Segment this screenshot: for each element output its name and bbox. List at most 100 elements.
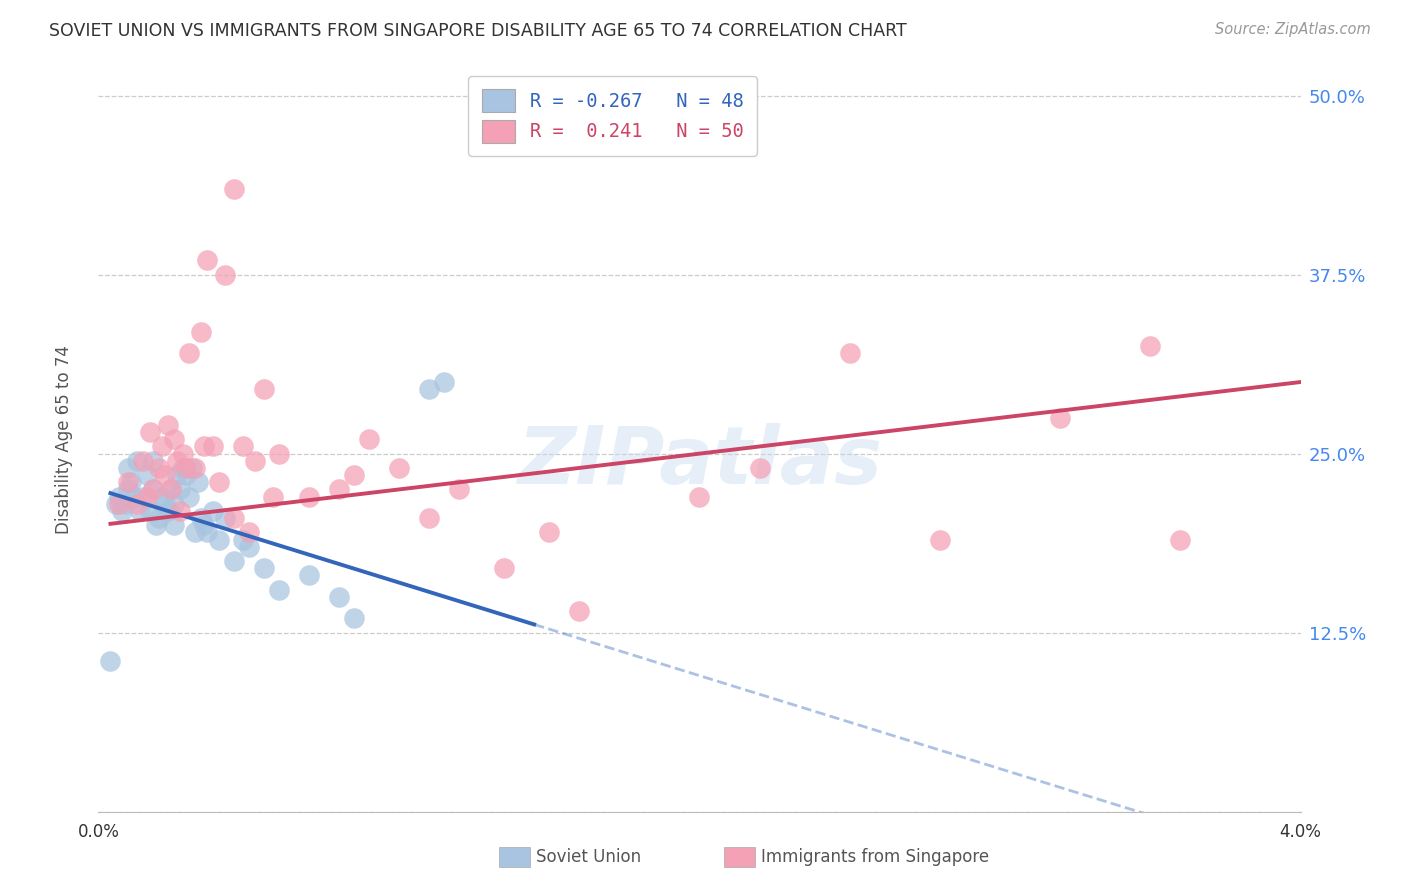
Point: [243, 454, 266, 468]
Point: [328, 590, 350, 604]
Point: [447, 483, 470, 497]
Point: [124, 490, 146, 504]
Point: [141, 454, 163, 468]
Point: [150, 490, 173, 504]
Point: [183, 525, 205, 540]
Point: [494, 561, 516, 575]
Point: [138, 504, 160, 518]
Point: [238, 525, 260, 540]
Point: [105, 497, 128, 511]
Point: [162, 497, 184, 511]
Point: [357, 432, 380, 446]
Point: [343, 468, 366, 483]
Point: [418, 382, 440, 396]
Point: [132, 490, 155, 504]
Point: [568, 604, 591, 618]
Point: [267, 582, 290, 597]
Point: [193, 440, 215, 454]
Point: [127, 497, 149, 511]
Point: [177, 490, 200, 504]
Point: [214, 268, 236, 282]
Point: [328, 483, 350, 497]
Text: Soviet Union: Soviet Union: [536, 848, 641, 866]
Point: [153, 497, 176, 511]
Point: [117, 475, 139, 490]
Point: [388, 461, 411, 475]
Point: [100, 654, 122, 668]
Point: [148, 461, 170, 475]
Point: [174, 461, 197, 475]
Point: [177, 346, 200, 360]
Point: [150, 440, 173, 454]
Point: [145, 518, 167, 533]
Point: [111, 504, 134, 518]
Point: [253, 561, 276, 575]
Point: [253, 382, 276, 396]
Point: [298, 490, 321, 504]
Point: [222, 554, 245, 568]
Point: [190, 325, 212, 339]
Point: [162, 432, 184, 446]
Text: Source: ZipAtlas.com: Source: ZipAtlas.com: [1215, 22, 1371, 37]
Point: [172, 461, 194, 475]
Point: [174, 468, 197, 483]
Point: [222, 181, 245, 195]
Point: [132, 454, 155, 468]
Point: [201, 504, 224, 518]
Point: [195, 253, 218, 268]
Point: [169, 483, 191, 497]
Point: [121, 475, 143, 490]
Point: [153, 468, 176, 483]
Point: [159, 483, 181, 497]
Point: [1049, 410, 1071, 425]
Text: Immigrants from Singapore: Immigrants from Singapore: [761, 848, 988, 866]
Point: [169, 504, 191, 518]
Legend: R = -0.267   N = 48, R =  0.241   N = 50: R = -0.267 N = 48, R = 0.241 N = 50: [468, 77, 758, 156]
Point: [208, 533, 231, 547]
Point: [166, 468, 188, 483]
Point: [129, 504, 152, 518]
Point: [838, 346, 860, 360]
Point: [187, 475, 209, 490]
Point: [201, 440, 224, 454]
Point: [433, 375, 456, 389]
Point: [117, 461, 139, 475]
Point: [141, 483, 163, 497]
Text: SOVIET UNION VS IMMIGRANTS FROM SINGAPORE DISABILITY AGE 65 TO 74 CORRELATION CH: SOVIET UNION VS IMMIGRANTS FROM SINGAPOR…: [49, 22, 907, 40]
Point: [195, 525, 218, 540]
Point: [141, 483, 163, 497]
Point: [343, 611, 366, 625]
Point: [232, 533, 254, 547]
Point: [156, 417, 179, 432]
Point: [114, 497, 136, 511]
Point: [190, 511, 212, 525]
Point: [214, 511, 236, 525]
Y-axis label: Disability Age 65 to 74: Disability Age 65 to 74: [55, 345, 73, 533]
Point: [127, 454, 149, 468]
Point: [108, 497, 131, 511]
Point: [232, 440, 254, 454]
Point: [183, 461, 205, 475]
Point: [135, 490, 157, 504]
Point: [193, 518, 215, 533]
Point: [418, 511, 440, 525]
Point: [689, 490, 711, 504]
Point: [138, 425, 160, 439]
Point: [108, 490, 131, 504]
Point: [262, 490, 284, 504]
Point: [538, 525, 561, 540]
Point: [159, 483, 181, 497]
Point: [156, 504, 179, 518]
Point: [748, 461, 770, 475]
Point: [162, 518, 184, 533]
Point: [222, 511, 245, 525]
Point: [117, 483, 139, 497]
Point: [135, 468, 157, 483]
Point: [208, 475, 231, 490]
Point: [1170, 533, 1192, 547]
Point: [172, 447, 194, 461]
Point: [238, 540, 260, 554]
Point: [267, 447, 290, 461]
Point: [298, 568, 321, 582]
Point: [928, 533, 950, 547]
